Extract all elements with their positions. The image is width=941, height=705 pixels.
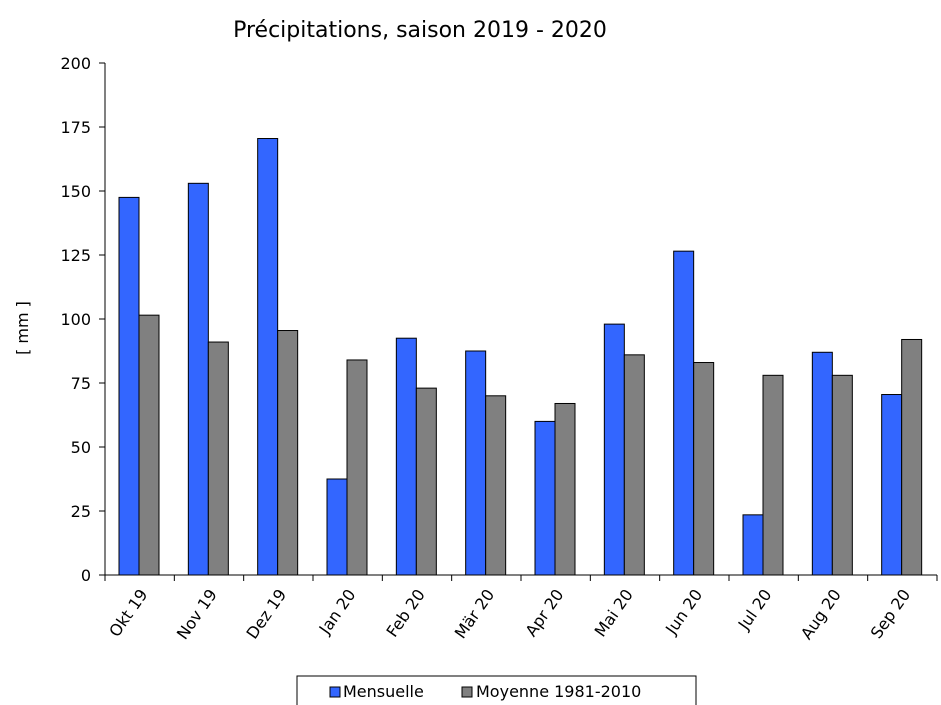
bar-mensuelle [534,420,556,576]
bar-moyenne [901,338,923,576]
x-tick-label: Dez 19 [243,586,291,643]
legend-swatch-moyenne [461,686,473,698]
legend-label-mensuelle: Mensuelle [343,682,424,701]
plot-area: 0 25 50 75 100 125 150 175 200 Okt 19 Nov 19 Dez 19… [60,54,938,643]
bar-moyenne [277,330,299,576]
x-tick-label: Feb 20 [382,586,428,641]
y-tick-label: 0 [81,566,91,585]
x-tick-label: Okt 19 [105,586,151,641]
bar-mensuelle [395,337,417,576]
bar-moyenne [693,362,715,576]
y-axis-label: [ mm ] [13,301,32,355]
x-tick-label: Jul 20 [734,586,776,634]
y-tick-label: 25 [71,502,91,521]
legend-swatch-mensuelle [329,686,341,698]
y-tick-label: 125 [60,246,91,265]
bar-moyenne [831,374,853,576]
bar-mensuelle [673,250,695,576]
bar-mensuelle [187,182,209,576]
bar-moyenne [346,359,368,576]
x-tick-label: Aug 20 [797,586,845,643]
bar-moyenne [554,402,576,576]
chart-title: Précipitations, saison 2019 - 2020 [233,18,607,43]
x-tick-label: Mai 20 [591,586,637,641]
bar-mensuelle [118,196,140,576]
y-tick-label: 175 [60,118,91,137]
bar-mensuelle [326,478,348,576]
bar-moyenne [207,341,229,576]
y-tick-label: 50 [71,438,91,457]
bar-moyenne [138,314,160,576]
x-tick-label: Jan 20 [315,586,360,639]
bar-mensuelle [257,138,279,576]
x-tick-label: Jun 20 [661,586,706,639]
legend-label-moyenne: Moyenne 1981-2010 [476,682,641,701]
bar-mensuelle [881,394,903,576]
legend-box [296,675,697,705]
y-tick-label: 75 [71,374,91,393]
x-tick-label: Nov 19 [173,586,221,643]
y-tick-label: 100 [60,310,91,329]
y-tick-label: 150 [60,182,91,201]
bar-moyenne [415,387,437,576]
bar-moyenne [762,374,784,576]
x-tick-label: Apr 20 [521,586,567,640]
bar-mensuelle [811,351,833,576]
bar-mensuelle [742,514,764,576]
bar-moyenne [623,354,645,576]
x-tick-label: Sep 20 [867,586,914,642]
y-tick-label: 200 [60,54,91,73]
bar-mensuelle [465,350,487,576]
legend: Mensuelle Moyenne 1981-2010 [296,675,697,705]
bar-mensuelle [603,323,625,576]
bar-moyenne [485,395,507,576]
x-tick-label: Mär 20 [451,586,498,642]
